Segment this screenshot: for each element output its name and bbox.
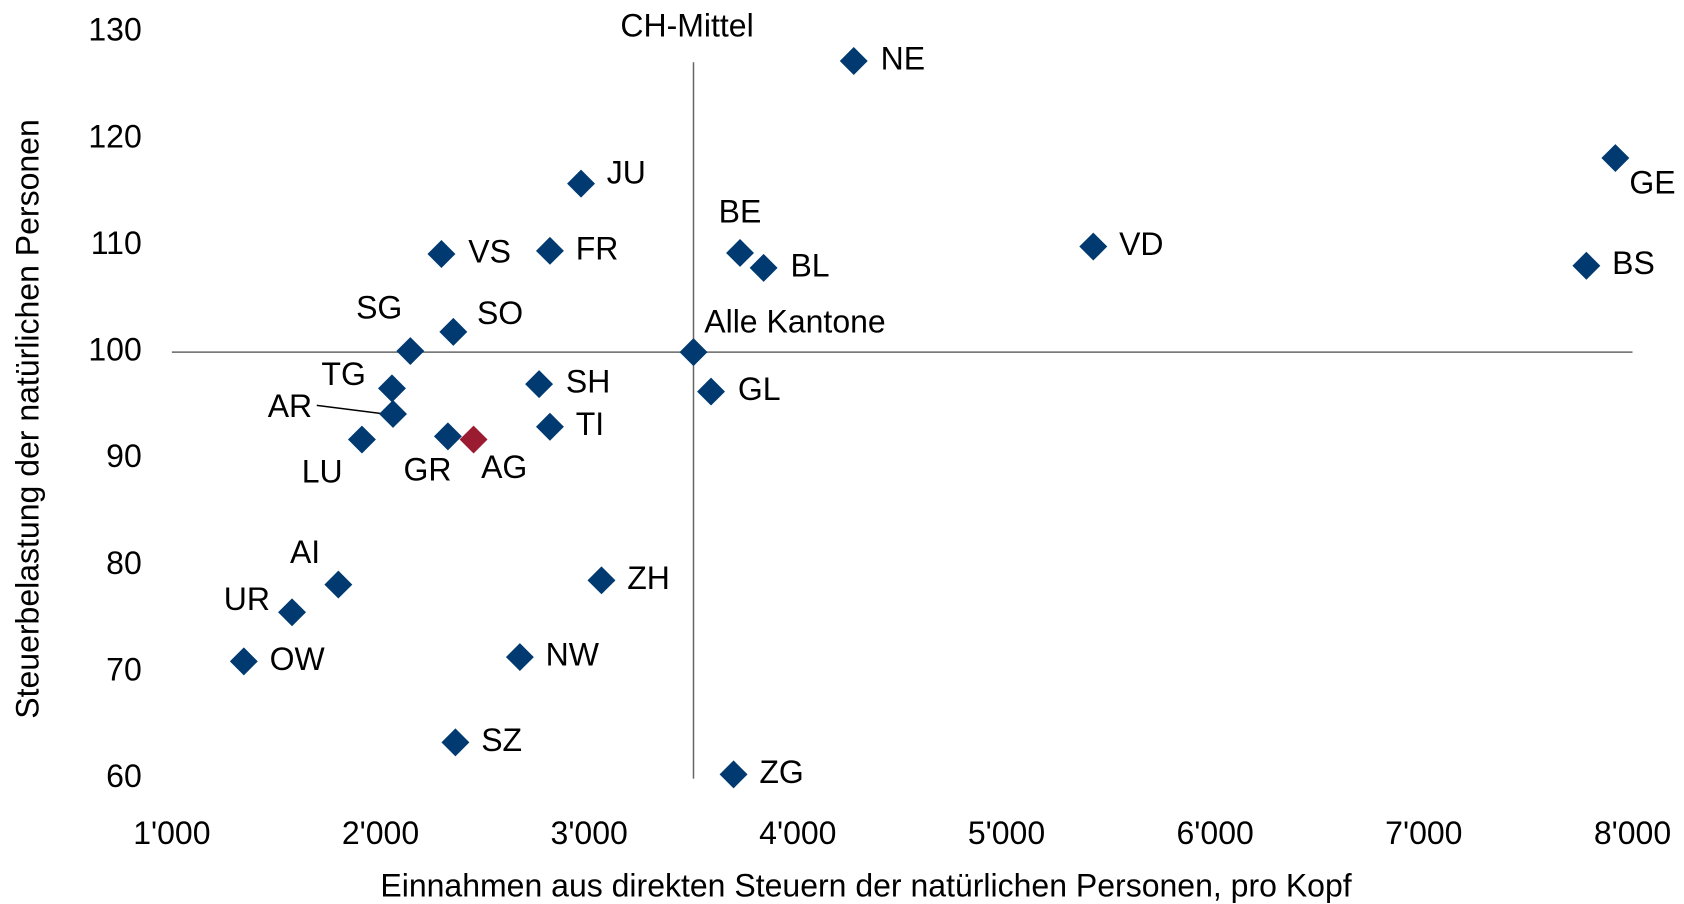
point-label: JU — [607, 154, 646, 190]
x-tick-label: 5'000 — [968, 815, 1045, 851]
x-tick-label: 8'000 — [1594, 815, 1671, 851]
point-label: FR — [576, 230, 619, 266]
point — [439, 317, 468, 346]
y-tick-label: 120 — [88, 118, 141, 154]
point-label: VD — [1119, 226, 1163, 262]
point — [525, 370, 554, 399]
point-label: BS — [1612, 245, 1655, 281]
point-label: ZH — [627, 560, 670, 596]
point — [396, 337, 425, 366]
point — [433, 422, 462, 451]
x-tick-label: 1'000 — [133, 815, 210, 851]
point — [839, 47, 868, 75]
point-label: NE — [881, 40, 925, 76]
y-tick-label: 60 — [106, 758, 142, 794]
point-label: AG — [481, 449, 527, 485]
x-axis-label: Einnahmen aus direkten Steuern der natür… — [380, 867, 1351, 903]
point-label: GL — [738, 371, 781, 407]
point — [749, 253, 778, 282]
point — [378, 374, 406, 403]
point-label: OW — [270, 641, 326, 677]
point-label: TG — [321, 356, 365, 392]
point-label: UR — [224, 581, 270, 617]
point-label: SH — [566, 364, 610, 400]
point — [679, 338, 708, 367]
point-label: Alle Kantone — [704, 304, 885, 340]
point-label: NW — [546, 637, 600, 673]
point-label: BE — [719, 194, 762, 230]
point — [347, 425, 376, 454]
point — [719, 760, 748, 789]
point-label: VS — [468, 233, 511, 269]
x-tick-label: 2'000 — [342, 815, 419, 851]
point — [379, 400, 407, 428]
point-label: GR — [403, 451, 451, 487]
y-tick-label: 130 — [88, 12, 141, 48]
x-tick-label: 6'000 — [1177, 815, 1254, 851]
point — [697, 377, 725, 406]
point-label: AI — [290, 534, 320, 570]
point — [1572, 251, 1601, 280]
point — [427, 240, 456, 268]
leader-line — [316, 404, 385, 415]
point — [726, 238, 754, 267]
y-tick-label: 70 — [106, 651, 142, 687]
point-label: LU — [302, 453, 343, 489]
y-tick-label: 80 — [106, 545, 142, 581]
point — [459, 425, 488, 454]
reference-label: CH-Mittel — [620, 7, 753, 43]
point — [505, 643, 534, 672]
point-label: ZG — [759, 754, 803, 790]
y-axis-label: Steuerbelastung der natürlichen Personen — [9, 119, 45, 719]
point-label: TI — [576, 406, 604, 442]
point — [567, 169, 595, 198]
x-tick-label: 3'000 — [551, 815, 628, 851]
point-label: SG — [356, 290, 402, 326]
point — [229, 647, 258, 676]
point — [441, 728, 470, 757]
y-tick-label: 110 — [91, 225, 142, 261]
point-label: BL — [790, 247, 829, 283]
point — [278, 598, 306, 627]
point-label: GE — [1629, 164, 1675, 200]
point — [1079, 232, 1108, 261]
point — [535, 412, 564, 441]
x-tick-label: 4'000 — [759, 815, 836, 851]
point — [324, 570, 353, 599]
point — [1601, 144, 1630, 173]
point-label: SO — [477, 295, 523, 331]
point — [587, 566, 616, 595]
point — [535, 236, 564, 265]
y-tick-label: 100 — [88, 332, 141, 368]
y-tick-label: 90 — [106, 438, 142, 474]
point-label: SZ — [481, 722, 522, 758]
point-label: AR — [268, 388, 312, 424]
x-tick-label: 7'000 — [1385, 815, 1462, 851]
